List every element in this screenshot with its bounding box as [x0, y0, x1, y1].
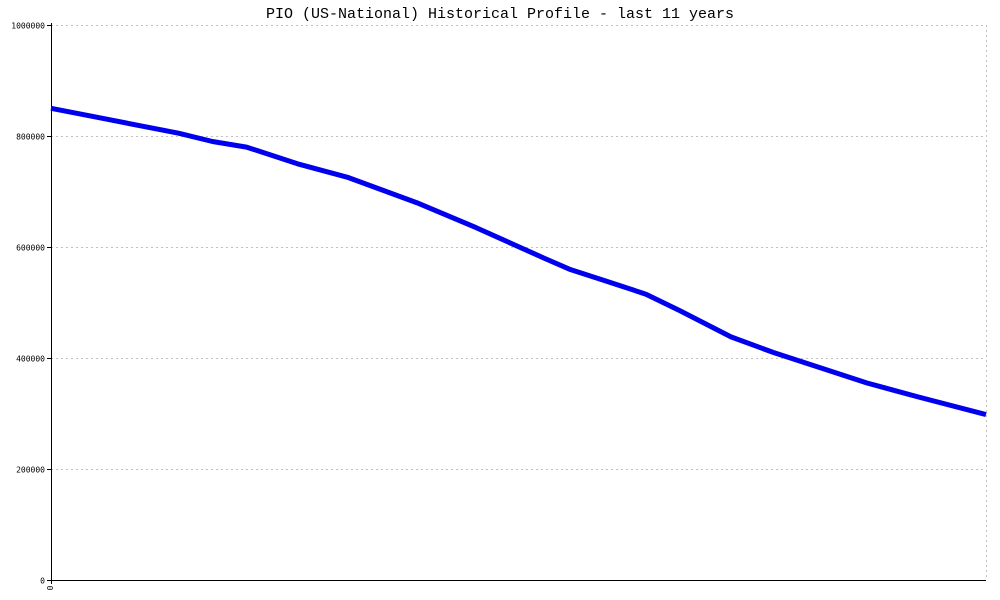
y-tick-labels: 0 200000 400000 600000 800000 1000000	[11, 22, 45, 586]
x-tick-labels: 0	[46, 585, 55, 590]
grid-layer	[51, 25, 987, 580]
y-tick-label: 400000	[16, 355, 45, 364]
series-line	[50, 105, 987, 418]
y-tick-label: 200000	[16, 466, 45, 475]
series-layer	[50, 105, 987, 418]
x-tick-label: 0	[46, 585, 55, 590]
chart-title: PIO (US-National) Historical Profile - l…	[266, 6, 734, 23]
y-tick-label: 800000	[16, 133, 45, 142]
y-tick-label: 1000000	[11, 22, 45, 31]
axes-layer	[47, 23, 986, 584]
y-tick-label: 0	[40, 577, 45, 586]
y-tick-label: 600000	[16, 244, 45, 253]
